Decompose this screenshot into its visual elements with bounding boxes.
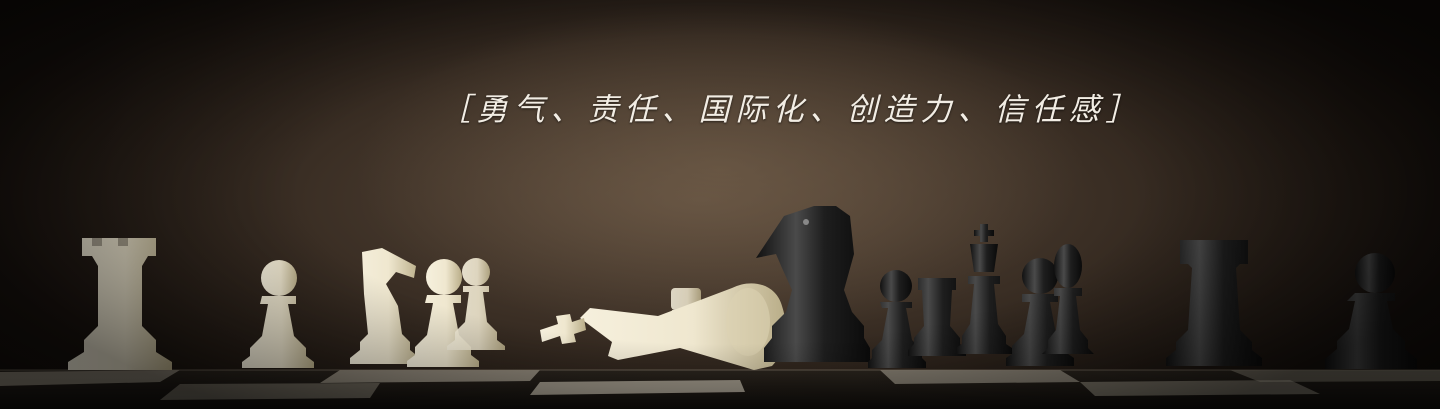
black-knight-icon	[756, 206, 870, 362]
black-rook-icon	[908, 278, 966, 356]
black-pawn-icon	[1325, 253, 1417, 369]
white-pawn-icon	[242, 260, 314, 368]
white-rook-icon	[68, 238, 172, 370]
banner-slogan: ［勇气、责任、国际化、创造力、信任感］	[439, 91, 1143, 128]
chessboard	[0, 369, 1440, 409]
white-king-fallen-icon	[540, 283, 786, 370]
white-knight-icon	[350, 248, 420, 364]
black-king-icon	[956, 224, 1012, 354]
black-rook-icon	[1166, 240, 1262, 366]
